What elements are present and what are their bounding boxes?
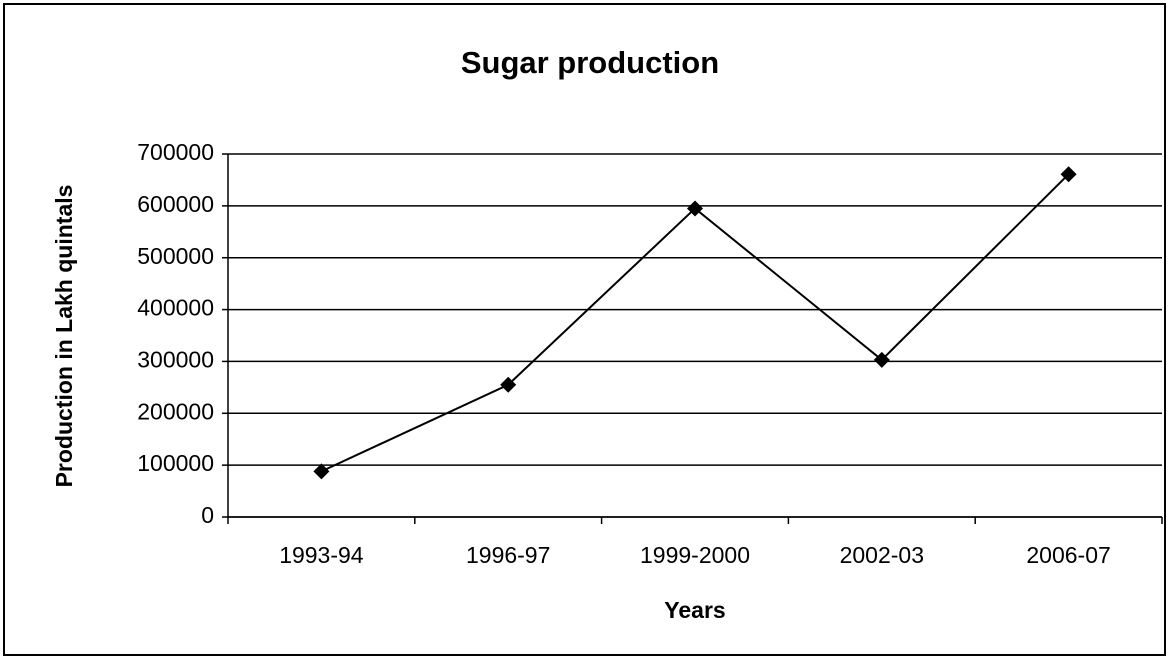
data-point [313,463,330,480]
x-tick-label: 1996-97 [466,542,550,568]
y-axis-label: Production in Lakh quintals [51,185,77,488]
chart-frame [3,3,1166,656]
chart-title: Sugar production [461,45,719,80]
data-point [1060,166,1077,183]
data-point [687,200,703,217]
y-tick-label: 700000 [137,139,214,165]
data-point [873,351,890,368]
x-tick-label: 1993-94 [279,542,364,568]
y-tick-label: 300000 [137,347,214,373]
data-point [500,376,517,393]
y-tick-label: 200000 [137,398,214,424]
y-tick-label: 600000 [137,191,214,217]
y-tick-label: 100000 [137,450,214,476]
y-tick-label: 0 [201,502,214,528]
x-tick-label: 1999-2000 [640,542,750,568]
y-tick-label: 400000 [137,295,214,321]
x-tick-label: 2002-03 [840,542,924,568]
y-tick-label: 500000 [137,243,214,269]
x-tick-label: 2006-07 [1026,542,1110,568]
x-axis-label: Years [664,597,725,623]
